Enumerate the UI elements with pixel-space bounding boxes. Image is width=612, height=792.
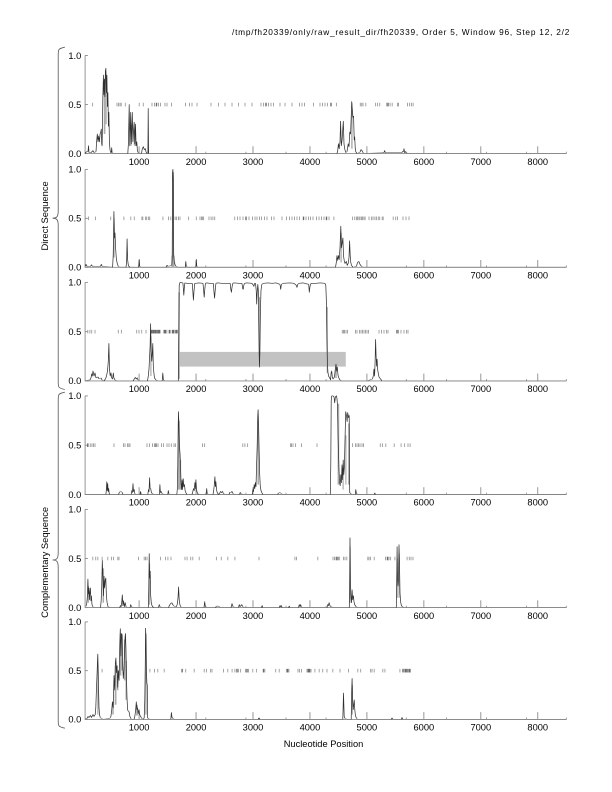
svg-text:4000: 4000 bbox=[300, 271, 321, 281]
svg-text:7000: 7000 bbox=[470, 157, 491, 167]
svg-text:0.0: 0.0 bbox=[68, 603, 81, 613]
svg-text:0.0: 0.0 bbox=[68, 490, 81, 500]
svg-text:2000: 2000 bbox=[186, 157, 207, 167]
svg-text:3000: 3000 bbox=[243, 498, 264, 508]
svg-text:0.0: 0.0 bbox=[68, 376, 81, 386]
svg-text:0.5: 0.5 bbox=[68, 100, 81, 110]
svg-text:0.0: 0.0 bbox=[68, 263, 81, 273]
svg-text:4000: 4000 bbox=[300, 611, 321, 621]
svg-text:1000: 1000 bbox=[129, 498, 150, 508]
svg-text:0.5: 0.5 bbox=[68, 441, 81, 451]
svg-text:8000: 8000 bbox=[527, 723, 548, 733]
svg-text:3000: 3000 bbox=[243, 384, 264, 394]
svg-text:8000: 8000 bbox=[527, 611, 548, 621]
svg-text:0.5: 0.5 bbox=[68, 666, 81, 676]
svg-text:1.0: 1.0 bbox=[68, 51, 81, 61]
svg-text:7000: 7000 bbox=[470, 384, 491, 394]
svg-text:5000: 5000 bbox=[357, 271, 378, 281]
svg-text:1.0: 1.0 bbox=[68, 617, 81, 627]
svg-text:6000: 6000 bbox=[414, 611, 435, 621]
svg-text:6000: 6000 bbox=[414, 271, 435, 281]
svg-text:5000: 5000 bbox=[357, 611, 378, 621]
svg-text:6000: 6000 bbox=[414, 498, 435, 508]
svg-text:0.0: 0.0 bbox=[68, 715, 81, 725]
svg-text:4000: 4000 bbox=[300, 384, 321, 394]
svg-text:Direct Sequence: Direct Sequence bbox=[39, 181, 50, 250]
svg-text:6000: 6000 bbox=[414, 723, 435, 733]
svg-text:4000: 4000 bbox=[300, 498, 321, 508]
svg-text:1.0: 1.0 bbox=[68, 165, 81, 175]
svg-text:5000: 5000 bbox=[357, 384, 378, 394]
svg-text:1000: 1000 bbox=[129, 723, 150, 733]
svg-text:7000: 7000 bbox=[470, 723, 491, 733]
svg-text:3000: 3000 bbox=[243, 611, 264, 621]
svg-text:2000: 2000 bbox=[186, 498, 207, 508]
svg-text:7000: 7000 bbox=[470, 271, 491, 281]
svg-text:Complementary Sequence: Complementary Sequence bbox=[39, 507, 50, 618]
svg-text:3000: 3000 bbox=[243, 271, 264, 281]
svg-text:1.0: 1.0 bbox=[68, 505, 81, 515]
svg-text:/tmp/fh20339/only/raw_result_d: /tmp/fh20339/only/raw_result_dir/fh20339… bbox=[232, 27, 570, 37]
svg-text:1000: 1000 bbox=[129, 384, 150, 394]
svg-text:5000: 5000 bbox=[357, 723, 378, 733]
svg-text:2000: 2000 bbox=[186, 611, 207, 621]
svg-text:2000: 2000 bbox=[186, 723, 207, 733]
svg-text:8000: 8000 bbox=[527, 271, 548, 281]
svg-text:0.5: 0.5 bbox=[68, 554, 81, 564]
svg-text:1000: 1000 bbox=[129, 157, 150, 167]
svg-text:1000: 1000 bbox=[129, 271, 150, 281]
svg-text:4000: 4000 bbox=[300, 157, 321, 167]
svg-text:4000: 4000 bbox=[300, 723, 321, 733]
svg-text:1000: 1000 bbox=[129, 611, 150, 621]
svg-text:Nucleotide Position: Nucleotide Position bbox=[284, 739, 364, 749]
svg-text:3000: 3000 bbox=[243, 157, 264, 167]
svg-text:5000: 5000 bbox=[357, 498, 378, 508]
svg-text:8000: 8000 bbox=[527, 384, 548, 394]
svg-text:2000: 2000 bbox=[186, 384, 207, 394]
svg-text:1.0: 1.0 bbox=[68, 391, 81, 401]
svg-text:8000: 8000 bbox=[527, 157, 548, 167]
svg-text:6000: 6000 bbox=[414, 384, 435, 394]
svg-text:0.5: 0.5 bbox=[68, 327, 81, 337]
svg-text:5000: 5000 bbox=[357, 157, 378, 167]
svg-text:0.0: 0.0 bbox=[68, 149, 81, 159]
svg-text:7000: 7000 bbox=[470, 611, 491, 621]
svg-text:8000: 8000 bbox=[527, 498, 548, 508]
svg-text:6000: 6000 bbox=[414, 157, 435, 167]
svg-text:1.0: 1.0 bbox=[68, 278, 81, 288]
svg-text:2000: 2000 bbox=[186, 271, 207, 281]
svg-text:3000: 3000 bbox=[243, 723, 264, 733]
svg-text:7000: 7000 bbox=[470, 498, 491, 508]
svg-text:0.5: 0.5 bbox=[68, 214, 81, 224]
